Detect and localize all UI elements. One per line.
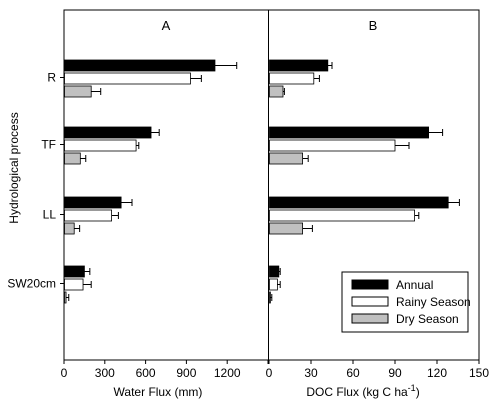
legend-swatch-rainy-season [351,296,389,307]
y-tick-label-sw20cm: SW20cm [7,277,56,291]
x-tick-label-b-150: 150 [469,366,489,380]
x-axis-title-b-end: ) [416,385,420,399]
x-axis-title-b-main: DOC Flux (kg C ha [306,385,408,399]
bar-b-tf-dry-season [269,152,303,165]
bar-b-r-rainy-season [269,72,315,85]
bar-b-tf-annual [269,126,430,139]
bar-b-sw20cm-annual [269,265,280,278]
legend-swatch-dry-season [351,313,389,324]
x-tick-label-a-1200: 1200 [214,366,241,380]
bar-b-sw20cm-dry-season [269,291,271,304]
bar-a-ll-annual [64,196,122,209]
x-axis-title-b-sup: -1 [408,383,416,393]
ticks-layer: R TF LL SW20cm 0 300 600 900 1200 0 30 60 90 120 150 [7,71,489,381]
x-tick-label-a-0: 0 [61,366,68,380]
x-axis-title-b: DOC Flux (kg C ha-1) [306,383,419,399]
panel-label-a: A [162,18,171,33]
bar-a-r-annual [64,59,216,72]
bar-b-r-annual [269,59,329,72]
legend-label-rainy-season: Rainy Season [396,295,471,309]
bar-b-ll-dry-season [269,222,303,235]
x-tick-label-b-30: 30 [304,366,318,380]
x-tick-label-b-0: 0 [266,366,273,380]
y-tick-label-ll: LL [43,208,57,222]
legend-swatch-annual [351,279,389,290]
frame-layer [63,9,480,361]
panel-label-b: B [369,18,378,33]
x-tick-label-a-300: 300 [95,366,115,380]
bars-layer [64,59,460,304]
bar-b-sw20cm-rainy-season [269,278,278,291]
legend: Annual Rainy Season Dry Season [341,271,471,333]
y-tick-label-r: R [47,71,56,85]
bar-a-sw20cm-rainy-season [64,278,84,291]
bar-b-ll-annual [269,196,449,209]
x-tick-label-a-600: 600 [136,366,156,380]
y-axis-title: Hydrological process [7,112,21,223]
bar-a-ll-rainy-season [64,209,112,222]
bar-b-r-dry-season [269,85,284,98]
bar-a-sw20cm-dry-season [64,291,67,304]
y-tick-label-tf: TF [41,138,56,152]
x-axis-title-a: Water Flux (mm) [114,385,203,399]
x-tick-label-b-120: 120 [427,366,447,380]
legend-label-dry-season: Dry Season [396,312,459,326]
bar-a-tf-dry-season [64,152,81,165]
x-tick-label-b-90: 90 [388,366,402,380]
legend-label-annual: Annual [396,278,433,292]
bar-a-tf-rainy-season [64,139,137,152]
bar-a-r-dry-season [64,85,92,98]
bar-a-sw20cm-annual [64,265,85,278]
bar-a-ll-dry-season [64,222,75,235]
bar-b-tf-rainy-season [269,139,396,152]
x-tick-label-b-60: 60 [346,366,360,380]
bar-b-ll-rainy-season [269,209,416,222]
x-tick-label-a-900: 900 [176,366,196,380]
bar-a-r-rainy-season [64,72,191,85]
bar-a-tf-annual [64,126,152,139]
plot-frame [63,9,480,361]
